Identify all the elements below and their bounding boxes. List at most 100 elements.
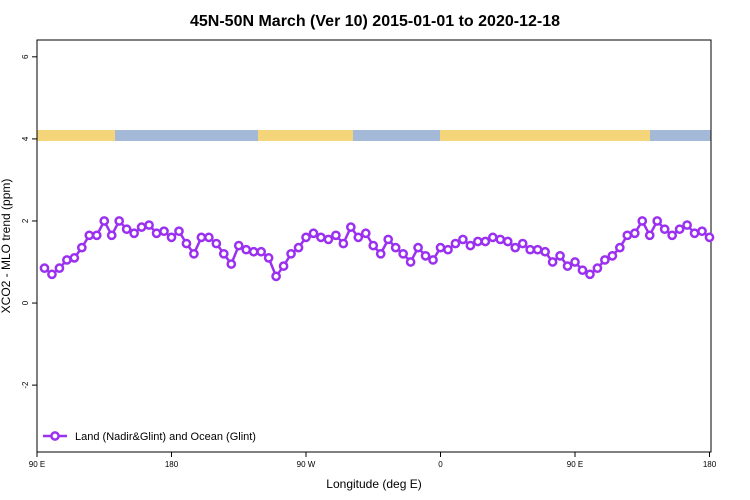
data-point	[211, 238, 222, 249]
ocean-band	[37, 130, 711, 141]
land-band	[258, 130, 353, 141]
data-point	[480, 236, 491, 247]
data-point	[166, 232, 177, 243]
data-point	[308, 228, 319, 239]
data-point	[652, 216, 663, 226]
data-point	[121, 224, 132, 235]
data-point	[405, 257, 416, 267]
data-point	[600, 255, 610, 265]
data-point	[659, 224, 670, 235]
data-point	[278, 261, 289, 271]
data-point	[189, 248, 199, 259]
data-point	[136, 222, 147, 232]
data-point	[353, 232, 364, 243]
data-point	[443, 244, 453, 255]
data-point	[428, 255, 438, 265]
data-point	[540, 246, 550, 257]
x-tick-label: 180	[703, 460, 717, 469]
x-tick-label: 0	[438, 460, 443, 469]
data-point	[76, 242, 87, 253]
land-ocean-strip	[37, 130, 711, 141]
data-point	[465, 240, 476, 251]
data-point	[226, 259, 237, 269]
data-point	[151, 228, 162, 239]
data-point	[91, 230, 102, 241]
data-point	[435, 242, 446, 253]
data-point	[39, 263, 50, 274]
data-point	[667, 230, 677, 241]
land-band	[440, 130, 650, 141]
data-point	[368, 240, 379, 251]
data-point	[144, 220, 154, 230]
data-point	[233, 240, 244, 251]
data-point	[263, 253, 274, 263]
data-point	[54, 263, 65, 274]
data-point	[629, 228, 640, 239]
data-point	[532, 244, 543, 255]
data-point	[555, 250, 565, 261]
data-point	[62, 255, 72, 265]
data-point	[525, 244, 536, 255]
legend-label: Land (Nadir&Glint) and Ocean (Glint)	[75, 431, 256, 443]
data-point	[196, 232, 207, 243]
x-tick-label: 90 E	[567, 460, 583, 469]
data-point	[585, 269, 595, 280]
y-tick-label: 2	[21, 218, 30, 223]
x-tick-label: 90 W	[297, 460, 316, 469]
data-point	[106, 230, 117, 241]
data-point	[458, 234, 468, 245]
data-point	[69, 253, 80, 263]
data-point	[495, 234, 506, 245]
data-point	[487, 232, 498, 243]
data-point	[614, 242, 625, 253]
data-point	[181, 238, 192, 249]
data-point	[174, 226, 184, 237]
data-point	[577, 265, 588, 276]
data-point	[644, 230, 655, 241]
data-point	[360, 228, 371, 239]
data-point	[570, 257, 580, 267]
data-point	[204, 232, 214, 243]
data-point	[682, 220, 692, 230]
data-point	[241, 244, 252, 255]
data-point	[704, 232, 715, 243]
data-point	[420, 250, 431, 261]
land-band	[37, 130, 115, 141]
data-point	[637, 216, 648, 226]
data-point	[338, 238, 349, 249]
data-point	[562, 261, 573, 271]
data-point	[248, 246, 259, 257]
data-point	[689, 228, 700, 239]
data-point	[99, 216, 110, 226]
chart-title: 45N-50N March (Ver 10) 2015-01-01 to 202…	[190, 13, 560, 30]
data-point	[301, 232, 311, 243]
data-point	[331, 230, 341, 241]
data-point	[47, 269, 57, 280]
data-point	[375, 248, 386, 259]
data-point	[510, 242, 521, 253]
x-axis-label: Longitude (deg E)	[326, 477, 421, 491]
data-point	[159, 226, 169, 237]
data-point	[502, 236, 513, 247]
data-point	[450, 238, 461, 249]
y-tick-label: -2	[21, 381, 30, 389]
data-point	[413, 242, 423, 253]
data-point	[398, 248, 408, 259]
data-point	[218, 248, 229, 259]
data-point	[622, 230, 633, 241]
data-point	[674, 224, 685, 235]
data-point	[607, 250, 618, 261]
data-point	[293, 242, 304, 253]
legend-marker	[50, 431, 60, 441]
data-point	[345, 222, 356, 232]
x-tick-label: 180	[165, 460, 179, 469]
data-point	[592, 263, 603, 274]
plot-frame	[36, 39, 712, 453]
data-point	[271, 271, 281, 282]
data-point	[129, 228, 139, 239]
data-point	[316, 232, 326, 243]
data-point	[517, 238, 528, 249]
y-axis-label: XCO2 - MLO trend (ppm)	[0, 179, 13, 314]
y-tick-label: 0	[21, 300, 30, 305]
